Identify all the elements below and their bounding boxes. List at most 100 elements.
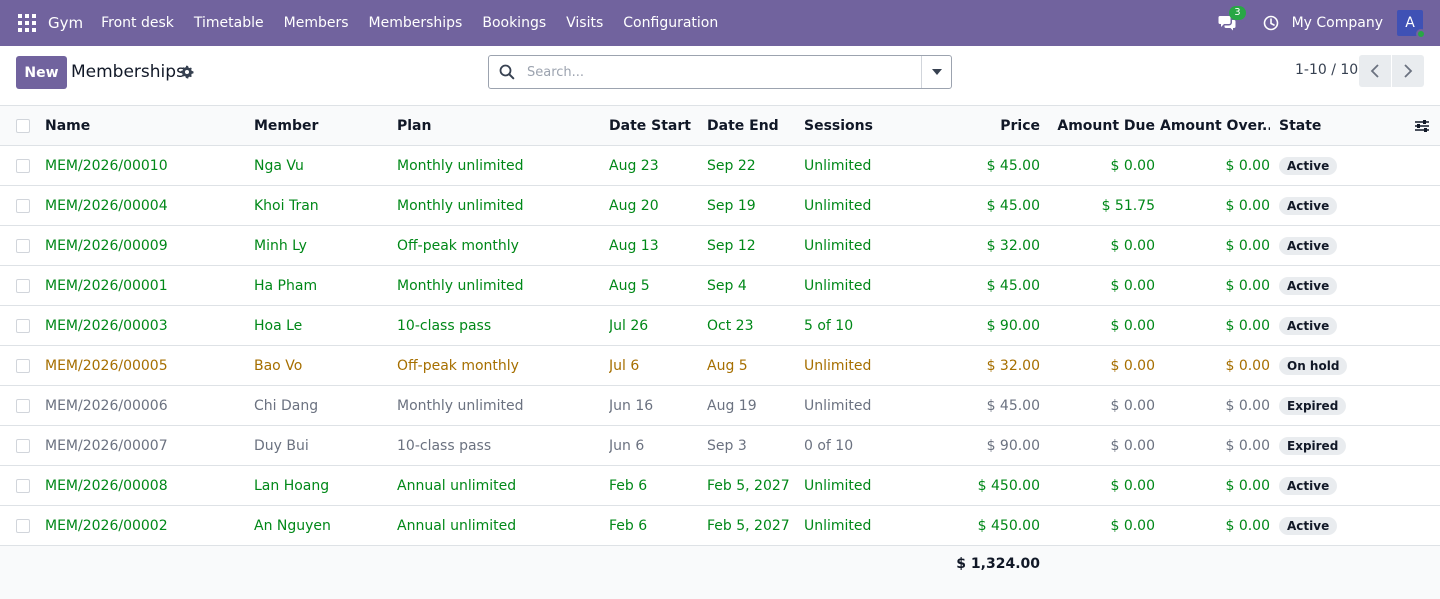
pager-previous-button[interactable] — [1359, 55, 1391, 87]
member-cell: Hoa Le — [254, 318, 303, 334]
apps-grid-icon[interactable] — [18, 14, 36, 32]
column-header-plan[interactable]: Plan — [397, 118, 432, 134]
app-brand[interactable]: Gym — [48, 14, 84, 32]
company-switcher[interactable]: My Company — [1291, 15, 1383, 31]
table-row[interactable]: MEM/2026/00009 Minh Ly Off-peak monthly Aug… — [0, 226, 1440, 266]
menu-item-members[interactable]: Members — [283, 15, 349, 31]
state-cell: Active — [1279, 146, 1379, 186]
pager-value[interactable]: 1-10 / 10 — [1295, 62, 1359, 78]
row-checkbox[interactable] — [16, 479, 30, 493]
state-cell: Active — [1279, 186, 1379, 226]
row-checkbox[interactable] — [16, 239, 30, 253]
state-cell: Active — [1279, 506, 1379, 546]
search-options-toggle[interactable] — [921, 56, 951, 88]
member-cell: An Nguyen — [254, 518, 331, 534]
menu-item-configuration[interactable]: Configuration — [623, 15, 719, 31]
column-header-date-end[interactable]: Date End — [707, 118, 779, 134]
member-cell: Bao Vo — [254, 358, 303, 374]
price-cell: $ 90.00 — [986, 438, 1040, 454]
sessions-cell: 5 of 10 — [804, 318, 854, 334]
plan-cell: Off-peak monthly — [397, 358, 519, 374]
new-button[interactable]: New — [16, 56, 67, 89]
row-checkbox[interactable] — [16, 359, 30, 373]
sessions-cell: Unlimited — [804, 398, 872, 414]
table-row[interactable]: MEM/2026/00007 Duy Bui 10-class pass Jun 6 S… — [0, 426, 1440, 466]
member-cell: Duy Bui — [254, 438, 309, 454]
user-avatar[interactable]: A — [1397, 10, 1426, 39]
status-badge: Active — [1279, 157, 1338, 175]
membership-name-cell: MEM/2026/00006 — [45, 398, 168, 414]
amount-due-cell: $ 0.00 — [1110, 158, 1155, 174]
column-header-state[interactable]: State — [1279, 118, 1322, 134]
amount-overdue-cell: $ 0.00 — [1225, 358, 1270, 374]
column-header-amount-overdue[interactable]: Amount Over... — [1160, 118, 1270, 134]
price-cell: $ 90.00 — [986, 318, 1040, 334]
row-checkbox[interactable] — [16, 279, 30, 293]
column-header-amount-due[interactable]: Amount Due — [1057, 118, 1155, 134]
table-row[interactable]: MEM/2026/00004 Khoi Tran Monthly unlimited… — [0, 186, 1440, 226]
gear-icon[interactable] — [180, 65, 194, 79]
price-cell: $ 45.00 — [986, 198, 1040, 214]
table-row[interactable]: MEM/2026/00005 Bao Vo Off-peak monthly Jul … — [0, 346, 1440, 386]
plan-cell: Monthly unlimited — [397, 198, 524, 214]
amount-due-cell: $ 0.00 — [1110, 318, 1155, 334]
search-bar — [488, 55, 952, 89]
date-end-cell: Feb 5, 2027 — [707, 518, 790, 534]
column-header-date-start[interactable]: Date Start — [609, 118, 691, 134]
chevron-left-icon — [1370, 64, 1379, 78]
chevron-right-icon — [1404, 64, 1413, 78]
status-badge: On hold — [1279, 357, 1348, 375]
menu-item-timetable[interactable]: Timetable — [193, 15, 264, 31]
row-checkbox[interactable] — [16, 159, 30, 173]
price-total: $ 1,324.00 — [956, 556, 1040, 572]
table-row[interactable]: MEM/2026/00001 Ha Pham Monthly unlimited Au… — [0, 266, 1440, 306]
state-cell: Active — [1279, 306, 1379, 346]
menu-item-front-desk[interactable]: Front desk — [101, 15, 174, 31]
date-end-cell: Sep 22 — [707, 158, 756, 174]
table-row[interactable]: MEM/2026/00006 Chi Dang Monthly unlimited J… — [0, 386, 1440, 426]
state-cell: Active — [1279, 226, 1379, 266]
status-badge: Active — [1279, 237, 1338, 255]
main-menu: Front desk Timetable Members Memberships… — [91, 15, 728, 31]
table-row[interactable]: MEM/2026/00003 Hoa Le 10-class pass Jul 26 O… — [0, 306, 1440, 346]
plan-cell: Annual unlimited — [397, 518, 517, 534]
column-header-sessions[interactable]: Sessions — [804, 118, 873, 134]
table-row[interactable]: MEM/2026/00008 Lan Hoang Annual unlimited F… — [0, 466, 1440, 506]
column-header-price[interactable]: Price — [1000, 118, 1040, 134]
optional-columns-icon[interactable] — [1414, 118, 1430, 134]
search-input[interactable] — [527, 64, 907, 80]
plan-cell: 10-class pass — [397, 438, 492, 454]
menu-item-visits[interactable]: Visits — [566, 15, 604, 31]
sessions-cell: Unlimited — [804, 518, 872, 534]
amount-due-cell: $ 0.00 — [1110, 398, 1155, 414]
page-title[interactable]: Memberships — [71, 62, 185, 82]
table-row[interactable]: MEM/2026/00002 An Nguyen Annual unlimited F… — [0, 506, 1440, 546]
select-all-checkbox[interactable] — [16, 119, 30, 133]
row-checkbox[interactable] — [16, 319, 30, 333]
state-cell: Active — [1279, 466, 1379, 506]
menu-item-bookings[interactable]: Bookings — [482, 15, 547, 31]
status-badge: Expired — [1279, 397, 1347, 415]
menu-item-memberships[interactable]: Memberships — [368, 15, 463, 31]
clock-icon[interactable] — [1260, 12, 1282, 34]
state-cell: On hold — [1279, 346, 1379, 386]
date-start-cell: Aug 5 — [609, 278, 650, 294]
member-cell: Ha Pham — [254, 278, 318, 294]
row-checkbox[interactable] — [16, 199, 30, 213]
column-header-name[interactable]: Name — [45, 118, 91, 134]
sessions-cell: Unlimited — [804, 238, 872, 254]
memberships-list: Name Member Plan Date Start Date End Ses… — [0, 106, 1440, 599]
membership-name-cell: MEM/2026/00009 — [45, 238, 168, 254]
row-checkbox[interactable] — [16, 439, 30, 453]
column-header-member[interactable]: Member — [254, 118, 319, 134]
row-checkbox[interactable] — [16, 519, 30, 533]
price-cell: $ 45.00 — [986, 278, 1040, 294]
row-checkbox[interactable] — [16, 399, 30, 413]
pager-next-button[interactable] — [1392, 55, 1424, 87]
plan-cell: Monthly unlimited — [397, 398, 524, 414]
table-row[interactable]: MEM/2026/00010 Nga Vu Monthly unlimited Aug… — [0, 146, 1440, 186]
chat-icon[interactable]: 3 — [1216, 6, 1246, 34]
amount-overdue-cell: $ 0.00 — [1225, 438, 1270, 454]
sessions-cell: Unlimited — [804, 358, 872, 374]
sessions-cell: Unlimited — [804, 278, 872, 294]
